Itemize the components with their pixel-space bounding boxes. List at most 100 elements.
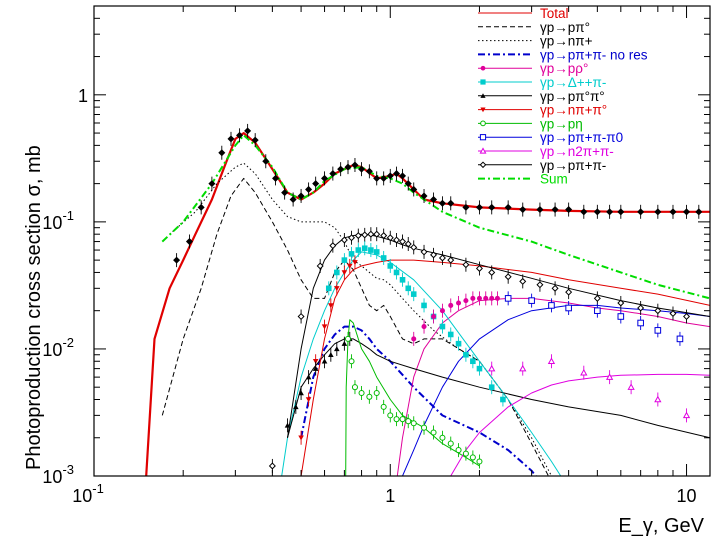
data-point — [455, 447, 462, 454]
data-series-p-n2-data — [488, 354, 691, 423]
data-point — [682, 411, 691, 419]
legend-label: γp→nπ+ — [540, 34, 593, 49]
data-point — [683, 208, 691, 216]
data-point — [695, 208, 703, 216]
series-line-0 — [145, 132, 710, 476]
x-tick-label: 10 — [677, 486, 697, 506]
data-point — [488, 203, 496, 211]
data-point — [405, 418, 412, 425]
data-point — [305, 397, 312, 403]
data-point — [654, 307, 662, 315]
data-point — [399, 172, 407, 180]
legend-item-3: γp→pπ+π- no res — [478, 47, 648, 62]
data-point — [251, 136, 259, 144]
x-tick-label: 1 — [385, 486, 395, 506]
data-point — [447, 199, 455, 207]
legend-item-10: γp→n2π+π- — [478, 144, 614, 159]
data-point — [334, 286, 340, 292]
y-tick-label: 10-2 — [42, 335, 74, 360]
legend-label: Total — [540, 6, 569, 21]
data-point — [565, 304, 572, 312]
data-point — [297, 192, 305, 200]
data-point — [430, 251, 438, 259]
data-point — [593, 208, 601, 216]
data-point — [421, 324, 427, 330]
data-point — [272, 174, 280, 182]
legend-label: γp→pπ°π° — [540, 89, 605, 104]
data-point — [551, 206, 559, 214]
data-point — [547, 357, 556, 364]
data-point — [284, 422, 291, 428]
data-point — [637, 304, 645, 312]
series-layer — [145, 132, 710, 476]
legend-marker — [479, 134, 487, 141]
data-point — [504, 295, 512, 302]
legend-item-8: γp→pη — [478, 116, 583, 131]
data-point — [421, 424, 428, 431]
data-point — [373, 174, 381, 182]
data-point — [380, 255, 387, 261]
legend-marker — [480, 65, 486, 71]
data-point — [380, 232, 388, 240]
data-point — [404, 180, 412, 188]
legend-label: γp→pπ+π- — [540, 158, 606, 173]
data-point — [341, 270, 348, 276]
data-point — [173, 256, 181, 264]
data-point — [463, 298, 469, 304]
data-point — [305, 185, 313, 193]
data-point — [439, 308, 445, 314]
data-point — [654, 208, 662, 216]
data-point — [367, 230, 375, 238]
data-point — [669, 208, 677, 216]
legend-item-4: γp→pρ° — [478, 61, 588, 76]
data-point — [329, 242, 337, 250]
data-series-p-p-0-data — [504, 291, 684, 346]
data-point — [476, 295, 482, 301]
data-point — [455, 340, 462, 347]
data-point — [439, 434, 446, 441]
legend-label: γp→pη — [540, 116, 583, 131]
data-point — [373, 249, 380, 255]
data-point — [358, 165, 366, 173]
data-point — [341, 257, 348, 263]
data-point — [605, 373, 614, 380]
series-line-2 — [169, 162, 553, 476]
legend-label: γp→nπ+π° — [540, 103, 607, 118]
data-point — [297, 312, 305, 321]
data-point — [488, 364, 496, 372]
legend-label: γp→n2π+π- — [540, 144, 614, 159]
data-point — [387, 412, 394, 419]
data-point — [654, 327, 662, 334]
data-point — [489, 295, 495, 301]
series-line-12 — [161, 134, 710, 300]
legend-label: Sum — [540, 172, 568, 187]
data-point — [411, 336, 417, 342]
data-point — [373, 389, 380, 397]
data-point — [227, 135, 235, 143]
data-point — [548, 302, 555, 309]
data-point — [669, 310, 677, 318]
data-point — [268, 462, 276, 470]
data-point — [504, 203, 512, 211]
data-point — [580, 208, 588, 216]
data-point — [341, 340, 348, 346]
data-point — [321, 324, 328, 330]
data-point — [594, 307, 601, 314]
data-point — [305, 374, 312, 380]
data-point — [399, 277, 406, 283]
data-point — [447, 256, 455, 264]
legend-item-12: Sum — [478, 172, 568, 187]
data-point — [208, 180, 216, 188]
data-point — [348, 251, 355, 257]
data-point — [352, 260, 358, 266]
data-series-p-data — [325, 241, 506, 407]
data-point — [358, 389, 365, 397]
data-point — [368, 247, 374, 253]
legend-marker — [480, 107, 486, 113]
data-point — [519, 364, 527, 372]
tick-labels: 10-1 1 10 10-3 10-2 10-1 1 — [42, 86, 696, 506]
data-point — [348, 234, 356, 242]
data-point — [365, 167, 373, 175]
